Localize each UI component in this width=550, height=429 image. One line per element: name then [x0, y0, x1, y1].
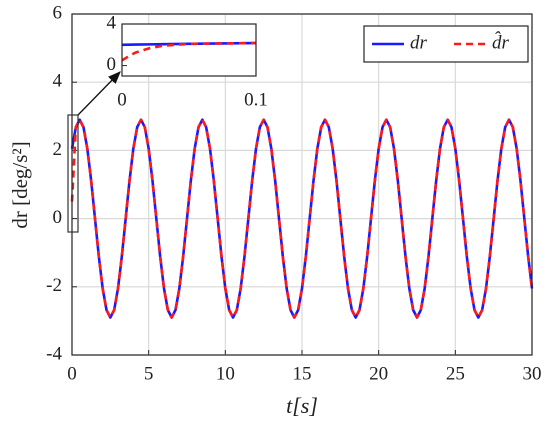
x-tick-label: 0.1 [244, 89, 268, 110]
axes-box [71, 13, 533, 356]
y-tick-label: -2 [46, 275, 62, 296]
x-tick-label: 30 [523, 363, 542, 384]
y-tick-label: 0 [107, 54, 117, 75]
legend-label: dr [410, 32, 428, 53]
legend-label: d̂r [492, 31, 510, 53]
series-line [121, 41, 257, 47]
x-tick-label: 15 [293, 363, 312, 384]
x-axis-title: t[s] [286, 393, 318, 418]
zoom-region [67, 114, 79, 233]
y-tick-label: 6 [53, 2, 63, 23]
y-tick-label: -4 [46, 343, 62, 364]
x-tick-label: 0 [117, 89, 127, 110]
zoom-arrow [77, 71, 121, 116]
y-tick-label: 4 [107, 12, 117, 33]
x-tick-label: 20 [369, 363, 388, 384]
y-tick-label: 2 [53, 139, 63, 160]
inset-plot: 0 0.1 0 4 [107, 12, 268, 110]
series-line [70, 118, 534, 319]
x-tick-label: 5 [144, 363, 154, 384]
series-line [121, 41, 257, 62]
y-axis-title: dr [deg/s²] [8, 141, 32, 228]
x-tick-label: 10 [216, 363, 235, 384]
axes-box [121, 23, 257, 77]
y-tick-label: 0 [53, 207, 63, 228]
plot-area [122, 24, 256, 76]
legend: dr d̂r [363, 25, 529, 63]
y-tick-label: 4 [53, 71, 63, 92]
x-tick-label: 25 [446, 363, 465, 384]
x-tick-label: 0 [67, 363, 77, 384]
